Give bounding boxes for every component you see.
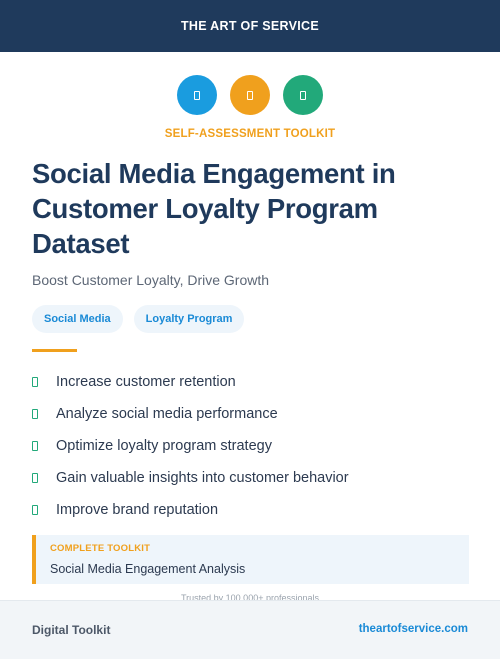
website-link[interactable]: theartofservice.com — [358, 623, 468, 635]
callout-label: COMPLETE TOOLKIT — [50, 543, 151, 554]
feature-text: Analyze social media performance — [56, 406, 278, 422]
green-square-icon — [283, 75, 323, 115]
list-item: Increase customer retention — [32, 366, 349, 398]
page-subtitle: Boost Customer Loyalty, Drive Growth — [32, 272, 270, 288]
check-icon — [32, 377, 38, 387]
tag-social-media[interactable]: Social Media — [32, 305, 123, 333]
check-icon — [32, 473, 38, 483]
feature-text: Gain valuable insights into customer beh… — [56, 470, 349, 486]
feature-text: Optimize loyalty program strategy — [56, 438, 272, 454]
trusted-note: Trusted by 100,000+ professionals — [180, 593, 319, 601]
brand-name: THE ART OF SERVICE — [180, 19, 320, 33]
list-item: Analyze social media performance — [32, 398, 349, 430]
tag-loyalty-program[interactable]: Loyalty Program — [133, 305, 245, 333]
square-glyph-icon — [300, 90, 306, 100]
kicker-label: SELF-ASSESSMENT TOOLKIT — [164, 128, 336, 140]
toolkit-callout: COMPLETE TOOLKIT Social Media Engagement… — [32, 535, 469, 584]
square-glyph-icon — [194, 90, 200, 100]
check-icon — [32, 441, 38, 451]
footer-label: Digital Toolkit — [32, 623, 111, 637]
header-bar: THE ART OF SERVICE — [0, 0, 500, 52]
square-glyph-icon — [247, 90, 253, 100]
orange-square-icon — [230, 75, 270, 115]
list-item: Optimize loyalty program strategy — [32, 430, 349, 462]
check-icon — [32, 409, 38, 419]
check-icon — [32, 505, 38, 515]
icon-row — [0, 75, 500, 115]
feature-list: Increase customer retention Analyze soci… — [32, 366, 349, 526]
blue-square-icon — [177, 75, 217, 115]
feature-text: Improve brand reputation — [56, 502, 219, 518]
footer-bar: Digital Toolkit theartofservice.com — [0, 600, 500, 659]
feature-text: Increase customer retention — [56, 374, 236, 390]
list-item: Gain valuable insights into customer beh… — [32, 462, 349, 494]
page-title: Social Media Engagement in Customer Loya… — [32, 158, 396, 259]
tag-list: Social Media Loyalty Program — [32, 305, 245, 333]
accent-divider — [32, 349, 77, 352]
list-item: Improve brand reputation — [32, 494, 349, 526]
callout-text: Social Media Engagement Analysis — [50, 562, 246, 576]
